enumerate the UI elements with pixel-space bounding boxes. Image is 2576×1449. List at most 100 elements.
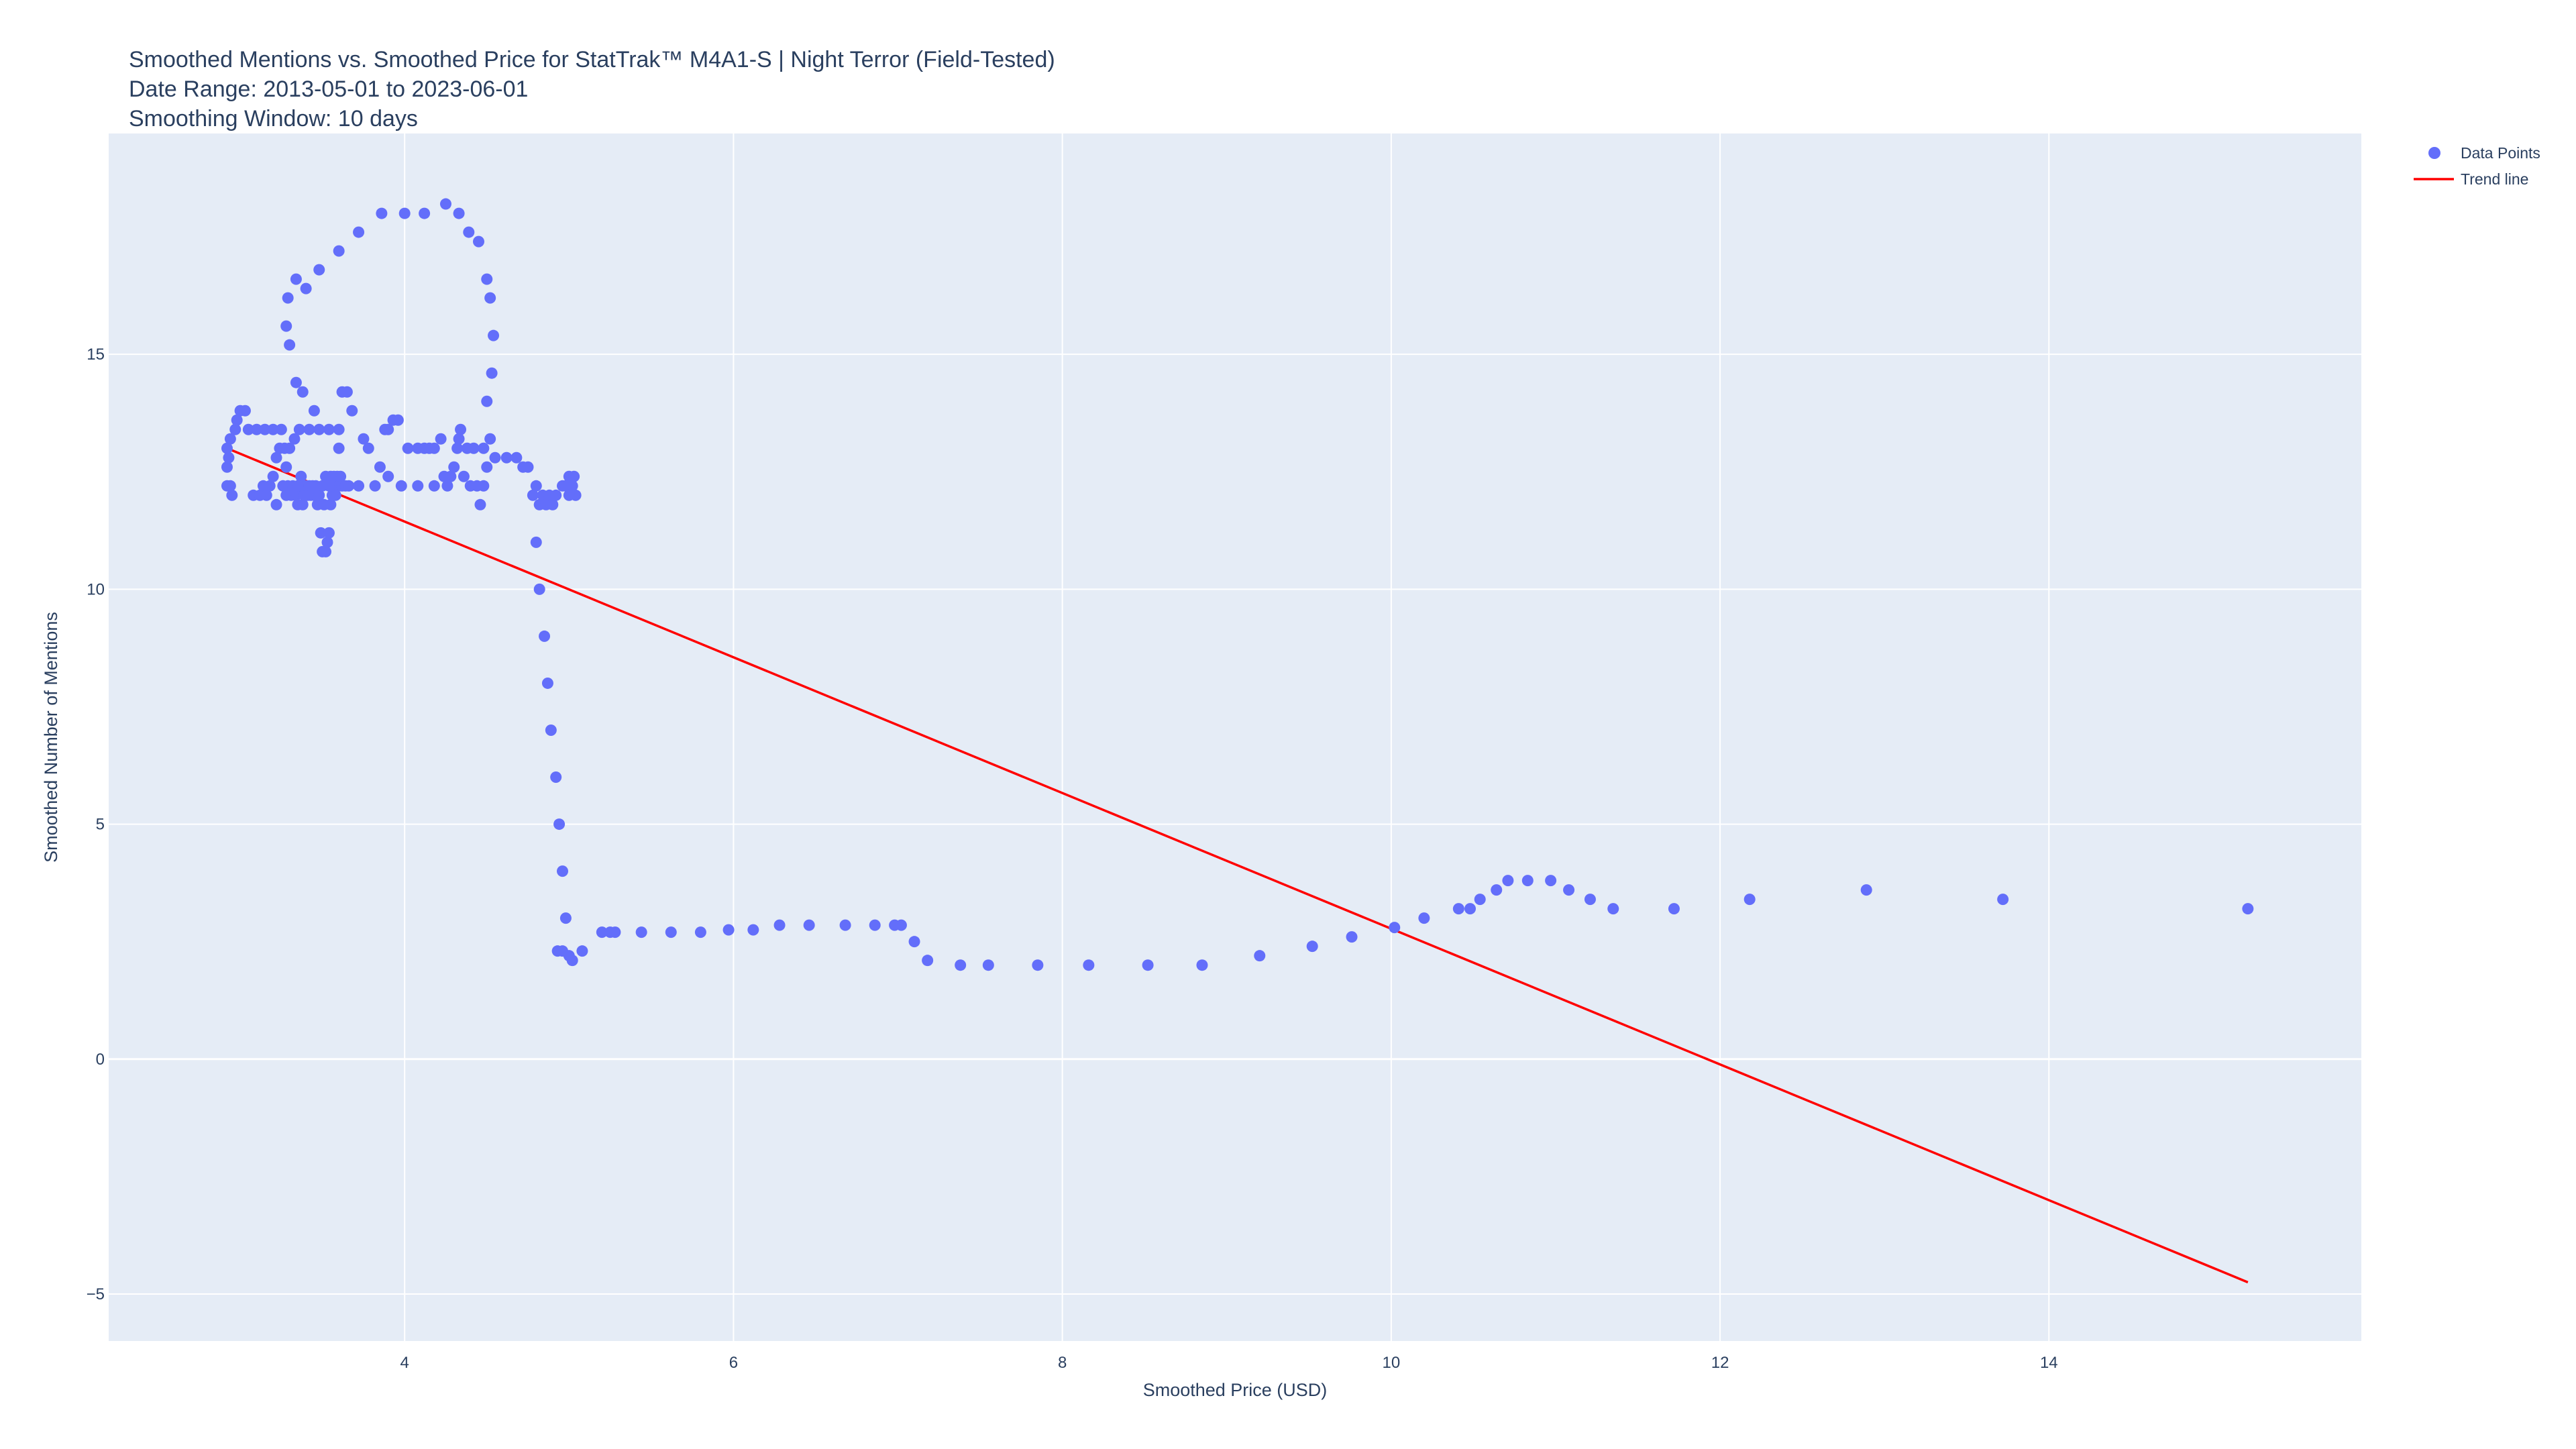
data-point: [353, 226, 365, 238]
data-point: [1860, 884, 1872, 896]
data-point: [1032, 959, 1044, 971]
data-point: [358, 433, 370, 445]
data-point: [295, 470, 307, 482]
data-point: [264, 480, 276, 492]
data-point: [428, 442, 440, 454]
data-point: [522, 461, 534, 473]
data-point: [1346, 931, 1358, 943]
data-point: [282, 292, 294, 304]
x-axis-ticks: 4 6 8 10 12 14: [400, 1354, 2058, 1372]
data-point: [489, 451, 501, 464]
data-point: [747, 924, 759, 936]
data-point: [335, 470, 347, 482]
data-point: [1491, 884, 1503, 896]
data-point: [275, 423, 287, 435]
data-point: [527, 489, 539, 501]
data-point: [221, 461, 233, 473]
data-point: [224, 433, 236, 445]
data-point: [1668, 903, 1680, 915]
data-point: [1418, 912, 1430, 924]
x-tick-label: 10: [1383, 1354, 1401, 1372]
data-point: [239, 405, 251, 417]
data-point: [323, 423, 335, 435]
data-point: [453, 207, 465, 219]
data-point: [550, 489, 562, 501]
data-point: [325, 498, 337, 511]
data-point: [609, 926, 621, 938]
data-point: [1607, 903, 1619, 915]
data-point: [539, 630, 551, 642]
y-tick-label: −5: [87, 1285, 105, 1303]
data-point: [545, 724, 557, 736]
data-point: [369, 480, 381, 492]
legend-marker-data-points[interactable]: [2428, 147, 2440, 159]
data-point: [1545, 875, 1557, 887]
legend-label-data-points[interactable]: Data Points: [2461, 144, 2540, 162]
data-point: [226, 489, 238, 501]
data-point: [1743, 894, 1756, 906]
data-point: [395, 480, 407, 492]
y-tick-label: 0: [96, 1051, 105, 1069]
data-point: [412, 480, 424, 492]
data-point: [1464, 903, 1477, 915]
data-point: [511, 451, 523, 464]
data-point: [290, 489, 302, 501]
data-point: [398, 207, 411, 219]
data-point: [474, 498, 486, 511]
data-point: [468, 442, 480, 454]
data-point: [453, 433, 465, 445]
data-point: [1474, 894, 1486, 906]
data-point: [455, 423, 467, 435]
chart-subtitle-smoothing: Smoothing Window: 10 days: [129, 106, 418, 131]
data-point: [500, 451, 513, 464]
data-point: [635, 926, 647, 938]
data-point: [2242, 903, 2254, 915]
data-point: [568, 470, 580, 482]
data-point: [478, 480, 490, 492]
data-point: [839, 919, 851, 931]
data-point: [270, 451, 282, 464]
data-point: [280, 461, 292, 473]
data-point: [908, 936, 920, 948]
data-point: [484, 292, 496, 304]
data-point: [481, 461, 493, 473]
y-tick-label: 10: [87, 580, 105, 598]
data-point: [313, 264, 325, 276]
data-point: [341, 386, 353, 398]
data-point: [1306, 941, 1318, 953]
data-point: [419, 207, 431, 219]
data-point: [1083, 959, 1095, 971]
data-point: [382, 423, 394, 435]
data-point: [445, 470, 457, 482]
data-point: [297, 498, 309, 511]
data-point: [224, 480, 236, 492]
data-point: [486, 367, 498, 379]
data-point: [333, 423, 345, 435]
legend-label-trend-line[interactable]: Trend line: [2461, 170, 2528, 188]
x-tick-label: 8: [1058, 1354, 1067, 1372]
data-point: [323, 480, 335, 492]
data-point: [481, 273, 493, 285]
data-point: [251, 423, 263, 435]
data-point: [392, 414, 404, 426]
data-point: [223, 451, 235, 464]
data-point: [320, 545, 332, 557]
data-point: [463, 226, 475, 238]
data-point: [321, 536, 333, 548]
data-point: [472, 235, 484, 248]
data-point: [922, 955, 934, 967]
data-point: [221, 442, 233, 454]
data-point: [982, 959, 994, 971]
data-point: [284, 339, 296, 351]
x-tick-label: 4: [400, 1354, 409, 1372]
trend-line: [226, 447, 2249, 1284]
grid-lines: [109, 133, 2361, 1341]
data-point: [290, 273, 302, 285]
data-point: [488, 329, 500, 341]
data-point: [566, 955, 578, 967]
plot-area: [109, 133, 2361, 1341]
data-point: [313, 423, 325, 435]
data-point: [267, 470, 279, 482]
data-point: [803, 919, 815, 931]
